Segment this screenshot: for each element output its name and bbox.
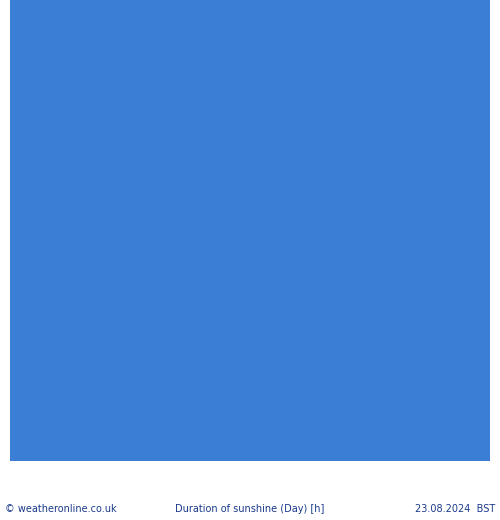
Text: Duration of sunshine (Day) [h]: Duration of sunshine (Day) [h] bbox=[176, 504, 324, 514]
Text: © weatheronline.co.uk: © weatheronline.co.uk bbox=[5, 504, 116, 514]
Text: 23.08.2024  BST: 23.08.2024 BST bbox=[415, 504, 495, 514]
